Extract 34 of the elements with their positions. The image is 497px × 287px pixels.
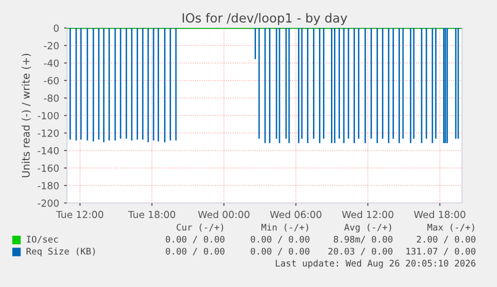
y-axis-title: Units read (-) / write (+)	[22, 54, 31, 178]
text: Avg (-/+)	[344, 224, 392, 232]
y-tick-label: -180	[38, 182, 59, 190]
x-tick-label: Tue 12:00	[56, 210, 104, 218]
y-tick-label: -60	[44, 76, 59, 84]
y-tick-label: -140	[38, 146, 59, 154]
y-tick-label: -80	[44, 94, 59, 102]
x-tick-label: Tue 18:00	[128, 210, 176, 218]
text: 0.00 / 0.00	[166, 248, 224, 256]
y-tick-label: 0	[54, 24, 59, 32]
chart-title: IOs for /dev/loop1 - by day	[182, 12, 348, 26]
text: 8.98m/ 0.00	[334, 236, 392, 244]
text: Last update: Wed Aug 26 20:05:10 2026	[276, 260, 476, 268]
y-tick-label: -100	[38, 112, 59, 120]
text: 20.03 / 0.00	[328, 248, 392, 256]
x-tick-label: Wed 00:00	[198, 210, 250, 218]
text: Cur (-/+)	[176, 224, 224, 232]
text: 131.07 / 0.00	[406, 248, 476, 256]
y-tick-label: -20	[44, 42, 59, 50]
text: Min (-/+)	[261, 224, 308, 232]
legend-label: Req Size (KB)	[26, 248, 95, 256]
text: Max (-/+)	[427, 224, 474, 232]
x-tick-label: Wed 06:00	[270, 210, 322, 218]
text: 0.00 / 0.00	[250, 236, 310, 244]
y-tick-label: -160	[38, 164, 59, 172]
y-tick-label: -120	[38, 129, 59, 137]
x-tick-label: Wed 18:00	[414, 210, 466, 218]
text: 0.00 / 0.00	[166, 236, 224, 244]
text: 2.00 / 0.00	[416, 236, 476, 244]
x-tick-label: Wed 12:00	[342, 210, 394, 218]
text: 0.00 / 0.00	[250, 248, 310, 256]
legend-label: IO/sec	[26, 236, 58, 244]
y-tick-label: -40	[44, 59, 59, 67]
y-tick-label: -200	[38, 199, 59, 207]
